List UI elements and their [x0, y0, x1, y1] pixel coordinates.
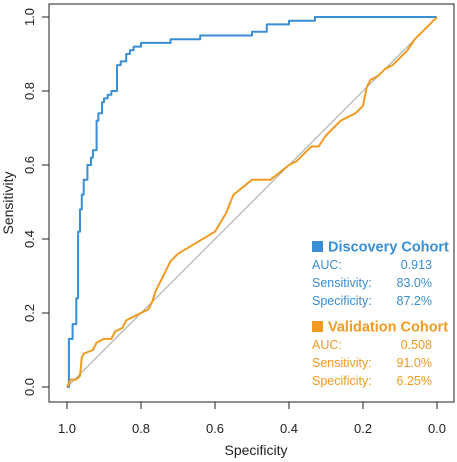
reference-diagonal-line [66, 16, 438, 388]
y-tick-label: 0.0 [22, 378, 37, 396]
validation-stat-label: AUC: [312, 338, 342, 352]
y-tick-label: 0.2 [22, 304, 37, 322]
validation-stat-value: 0.508 [401, 338, 432, 352]
x-tick-label: 0.2 [354, 421, 372, 436]
discovery-stat-value: 0.913 [401, 258, 432, 272]
x-tick-label: 0.8 [132, 421, 150, 436]
y-tick-label: 0.4 [22, 230, 37, 248]
x-tick-label: 1.0 [58, 421, 76, 436]
discovery-cohort-curve [67, 16, 437, 388]
validation-cohort-curve [66, 16, 438, 388]
y-tick-label: 1.0 [22, 8, 37, 26]
discovery-stat-label: AUC: [312, 258, 342, 272]
validation-legend-title: Validation Cohort [328, 320, 448, 336]
x-axis: 1.0 0.8 0.6 0.4 0.2 0.0 [58, 401, 446, 436]
x-tick-label: 0.0 [428, 421, 446, 436]
validation-stat-label: Sensitivity: [312, 356, 372, 370]
discovery-stat-label: Sensitivity: [312, 276, 372, 290]
discovery-stat-value: 83.0% [397, 276, 432, 290]
y-tick-label: 0.8 [22, 82, 37, 100]
discovery-legend-title: Discovery Cohort [328, 240, 449, 256]
validation-stat-label: Specificity: [312, 374, 372, 388]
y-axis: 0.0 0.2 0.4 0.6 0.8 1.0 [22, 8, 50, 396]
validation-stat-value: 91.0% [397, 356, 432, 370]
legend: Discovery Cohort AUC: 0.913 Sensitivity: 83.… [312, 240, 449, 388]
y-tick-label: 0.6 [22, 156, 37, 174]
discovery-stat-label: Specificity: [312, 294, 372, 308]
x-tick-label: 0.6 [206, 421, 224, 436]
x-tick-label: 0.4 [280, 421, 298, 436]
validation-stat-value: 6.25% [397, 374, 432, 388]
x-axis-title: Specificity [224, 442, 287, 458]
discovery-legend-swatch [312, 241, 323, 252]
validation-legend-swatch [312, 321, 323, 332]
y-axis-title: Sensitivity [0, 171, 16, 234]
discovery-stat-value: 87.2% [397, 294, 432, 308]
